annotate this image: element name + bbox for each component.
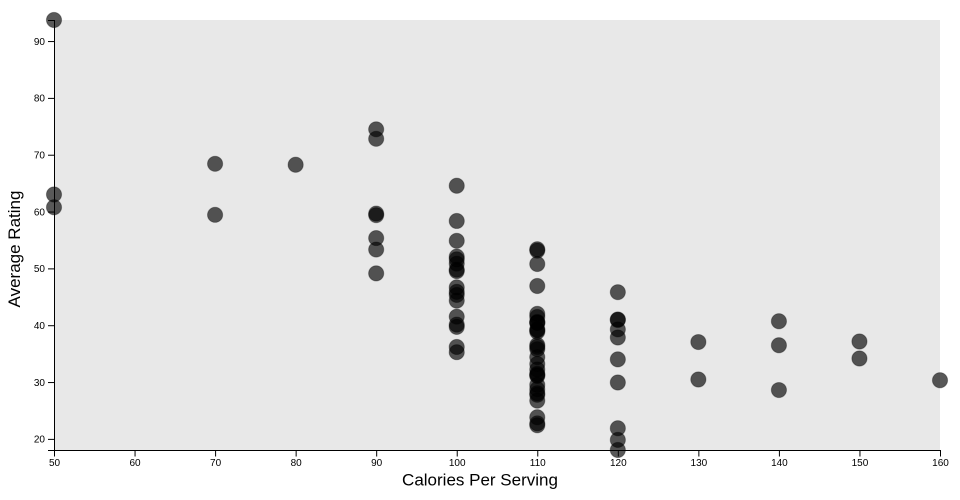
svg-text:90: 90 bbox=[371, 458, 383, 469]
svg-text:140: 140 bbox=[771, 458, 788, 469]
svg-text:130: 130 bbox=[691, 458, 708, 469]
svg-text:Average Rating: Average Rating bbox=[5, 191, 24, 308]
svg-text:70: 70 bbox=[210, 458, 222, 469]
svg-text:60: 60 bbox=[34, 207, 46, 218]
svg-text:70: 70 bbox=[34, 150, 46, 161]
svg-text:90: 90 bbox=[34, 37, 46, 48]
svg-text:50: 50 bbox=[49, 458, 61, 469]
svg-text:100: 100 bbox=[449, 458, 466, 469]
svg-text:20: 20 bbox=[34, 435, 46, 446]
svg-text:80: 80 bbox=[34, 94, 46, 105]
svg-text:150: 150 bbox=[852, 458, 869, 469]
svg-text:40: 40 bbox=[34, 321, 46, 332]
svg-text:110: 110 bbox=[530, 458, 546, 469]
svg-text:80: 80 bbox=[291, 458, 303, 469]
svg-text:50: 50 bbox=[34, 264, 46, 275]
svg-text:60: 60 bbox=[129, 458, 141, 469]
svg-text:Calories Per Serving: Calories Per Serving bbox=[402, 471, 558, 490]
svg-text:160: 160 bbox=[932, 458, 949, 469]
svg-text:30: 30 bbox=[34, 378, 46, 389]
svg-text:120: 120 bbox=[610, 458, 627, 469]
